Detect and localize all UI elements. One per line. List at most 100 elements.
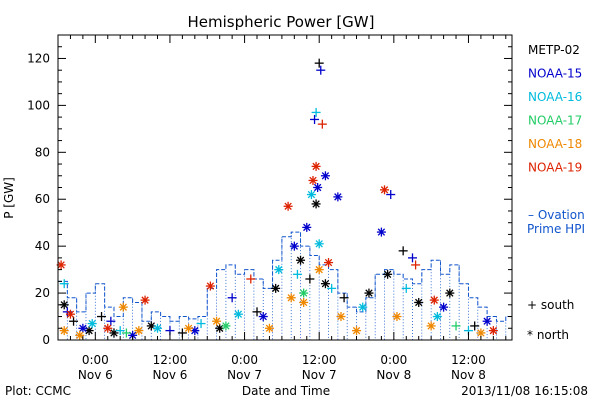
- y-tick-label: 120: [27, 51, 50, 65]
- y-axis-label: P [GW]: [2, 177, 16, 219]
- noaa-17-south-marker: [451, 321, 461, 331]
- metp-02-south-marker: [314, 58, 324, 68]
- data-markers: [56, 58, 498, 340]
- marker-stroke: [415, 298, 423, 307]
- noaa-19-north-marker: [205, 281, 215, 291]
- noaa-16-south-marker: [59, 279, 69, 289]
- marker-stroke: [76, 331, 84, 340]
- marker-stroke: [234, 310, 243, 318]
- noaa-19-north-marker: [283, 201, 293, 211]
- marker-stroke: [284, 202, 292, 210]
- noaa-15-south-marker: [310, 114, 320, 124]
- noaa-16-south-marker: [115, 326, 125, 336]
- marker-stroke: [393, 312, 401, 321]
- marker-stroke: [303, 223, 311, 232]
- marker-stroke: [271, 284, 280, 293]
- metp-02-north-marker: [383, 269, 393, 279]
- noaa-15-north-marker: [439, 302, 449, 312]
- x-tick-label: 0:00: [82, 353, 109, 367]
- noaa-18-north-marker: [314, 265, 324, 275]
- marker-stroke: [141, 296, 149, 304]
- hpi-series-line: [58, 231, 512, 322]
- y-tick-label: 20: [35, 286, 50, 300]
- marker-stroke: [60, 326, 68, 335]
- noaa-16-south-marker: [196, 319, 206, 329]
- marker-stroke: [427, 322, 435, 330]
- marker-stroke: [315, 265, 323, 274]
- x-tick-label: 0:00: [231, 353, 258, 367]
- noaa-19-south-marker: [317, 119, 327, 129]
- x-tick-date-label: Nov 6: [78, 368, 113, 382]
- noaa-19-north-marker: [140, 295, 150, 305]
- marker-stroke: [88, 319, 96, 328]
- noaa-16-north-marker: [358, 302, 368, 312]
- metp-02-north-marker: [109, 328, 119, 338]
- noaa-18-north-marker: [392, 312, 402, 322]
- x-tick-label: 12:00: [302, 353, 337, 367]
- x-tick-label: 12:00: [451, 353, 486, 367]
- noaa-17-north-marker: [299, 288, 309, 298]
- marker-stroke: [380, 186, 389, 194]
- marker-stroke: [296, 256, 305, 264]
- noaa-15-south-marker: [386, 190, 396, 200]
- noaa-15-north-marker: [376, 227, 386, 237]
- noaa-16-north-marker: [274, 265, 284, 275]
- marker-stroke: [290, 242, 299, 250]
- marker-stroke: [259, 312, 267, 321]
- x-tick-label: 12:00: [153, 353, 188, 367]
- marker-stroke: [359, 303, 367, 311]
- marker-stroke: [483, 317, 491, 325]
- metp-02-south-marker: [339, 293, 349, 303]
- noaa-18-north-marker: [299, 297, 309, 307]
- marker-stroke: [365, 289, 373, 297]
- noaa-16-north-marker: [153, 323, 163, 333]
- marker-stroke: [206, 282, 215, 290]
- noaa-16-south-marker: [401, 283, 411, 293]
- noaa-18-north-marker: [352, 326, 362, 336]
- metp-02-north-marker: [146, 321, 156, 331]
- legend-entry-prime-hpi: Prime HPI: [527, 222, 585, 236]
- noaa-18-north-marker: [75, 330, 85, 340]
- noaa-19-south-marker: [411, 260, 421, 270]
- marker-stroke: [222, 322, 230, 330]
- metp-02-south-marker: [252, 307, 262, 317]
- noaa-16-north-marker: [314, 239, 324, 249]
- marker-stroke: [287, 294, 295, 302]
- noaa-16-north-marker: [306, 190, 316, 200]
- marker-stroke: [312, 162, 320, 171]
- marker-stroke: [299, 298, 308, 307]
- marker-stroke: [439, 303, 448, 311]
- noaa-15-north-marker: [320, 171, 330, 181]
- marker-stroke: [313, 183, 322, 192]
- metp-02-north-marker: [271, 283, 281, 293]
- noaa-18-north-marker: [264, 323, 274, 333]
- marker-stroke: [147, 322, 155, 330]
- noaa-15-north-marker: [482, 316, 492, 326]
- noaa-16-north-marker: [87, 319, 97, 329]
- marker-stroke: [315, 240, 323, 248]
- marker-stroke: [265, 324, 274, 332]
- noaa-15-north-marker: [313, 183, 323, 192]
- metp-02-north-marker: [59, 300, 69, 310]
- marker-stroke: [119, 303, 128, 311]
- metp-02-south-marker: [177, 328, 187, 338]
- marker-stroke: [60, 301, 68, 309]
- noaa-19-north-marker: [380, 185, 390, 195]
- noaa-18-north-marker: [336, 312, 346, 322]
- marker-stroke: [383, 270, 392, 279]
- noaa-16-south-marker: [311, 107, 321, 117]
- plot-credit: Plot: CCMC: [5, 384, 71, 398]
- noaa-18-north-marker: [476, 328, 486, 338]
- legend-entry-ovation: – Ovation: [528, 208, 585, 222]
- marker-stroke: [477, 329, 485, 337]
- metp-02-south-marker: [97, 312, 107, 322]
- noaa-19-north-marker: [311, 161, 321, 171]
- metp-02-south-marker: [398, 246, 408, 256]
- marker-stroke: [275, 265, 283, 274]
- noaa-19-north-marker: [308, 175, 318, 185]
- y-tick-label: 100: [27, 98, 50, 112]
- y-tick-label: 60: [35, 192, 50, 206]
- marker-stroke: [309, 176, 317, 185]
- hpi-step-line: [58, 231, 513, 340]
